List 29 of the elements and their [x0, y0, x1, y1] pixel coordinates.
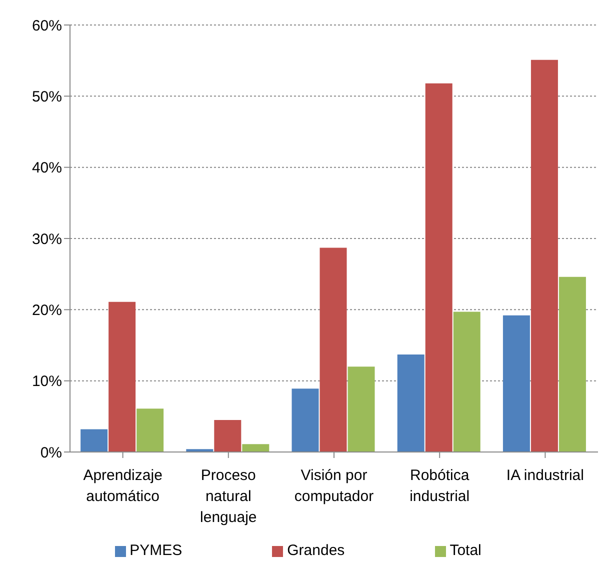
bar: [348, 366, 375, 452]
bar: [530, 60, 558, 452]
bar: [80, 429, 108, 452]
x-tick-label: Aprendizaje automático: [83, 467, 162, 505]
bar: [242, 444, 270, 452]
x-tick-label: Proceso natural lenguaje: [200, 467, 257, 526]
bar: [425, 83, 452, 452]
bar: [214, 420, 242, 452]
bar: [136, 408, 164, 452]
y-tick-label: 60%: [32, 17, 62, 34]
x-tick-label: IA industrial: [506, 467, 584, 484]
legend-label: Total: [450, 542, 482, 559]
bar: [292, 388, 319, 452]
y-tick-label: 40%: [32, 160, 62, 177]
bar: [108, 302, 136, 452]
bar: [320, 248, 347, 452]
legend-label: PYMES: [130, 542, 182, 559]
y-tick-label: 50%: [32, 88, 62, 106]
bar: [558, 276, 586, 452]
legend-label: Grandes: [287, 542, 345, 559]
y-tick-label: 0%: [40, 444, 62, 462]
y-tick-label: 10%: [32, 373, 62, 390]
x-tick-label: Robótica industrial: [410, 467, 470, 505]
x-tick-label: Visión por computador: [294, 467, 374, 505]
bar: [397, 354, 424, 452]
bar: [453, 312, 480, 452]
y-tick-label: 30%: [32, 230, 62, 248]
bar: [502, 315, 530, 452]
y-tick-label: 20%: [32, 302, 62, 319]
